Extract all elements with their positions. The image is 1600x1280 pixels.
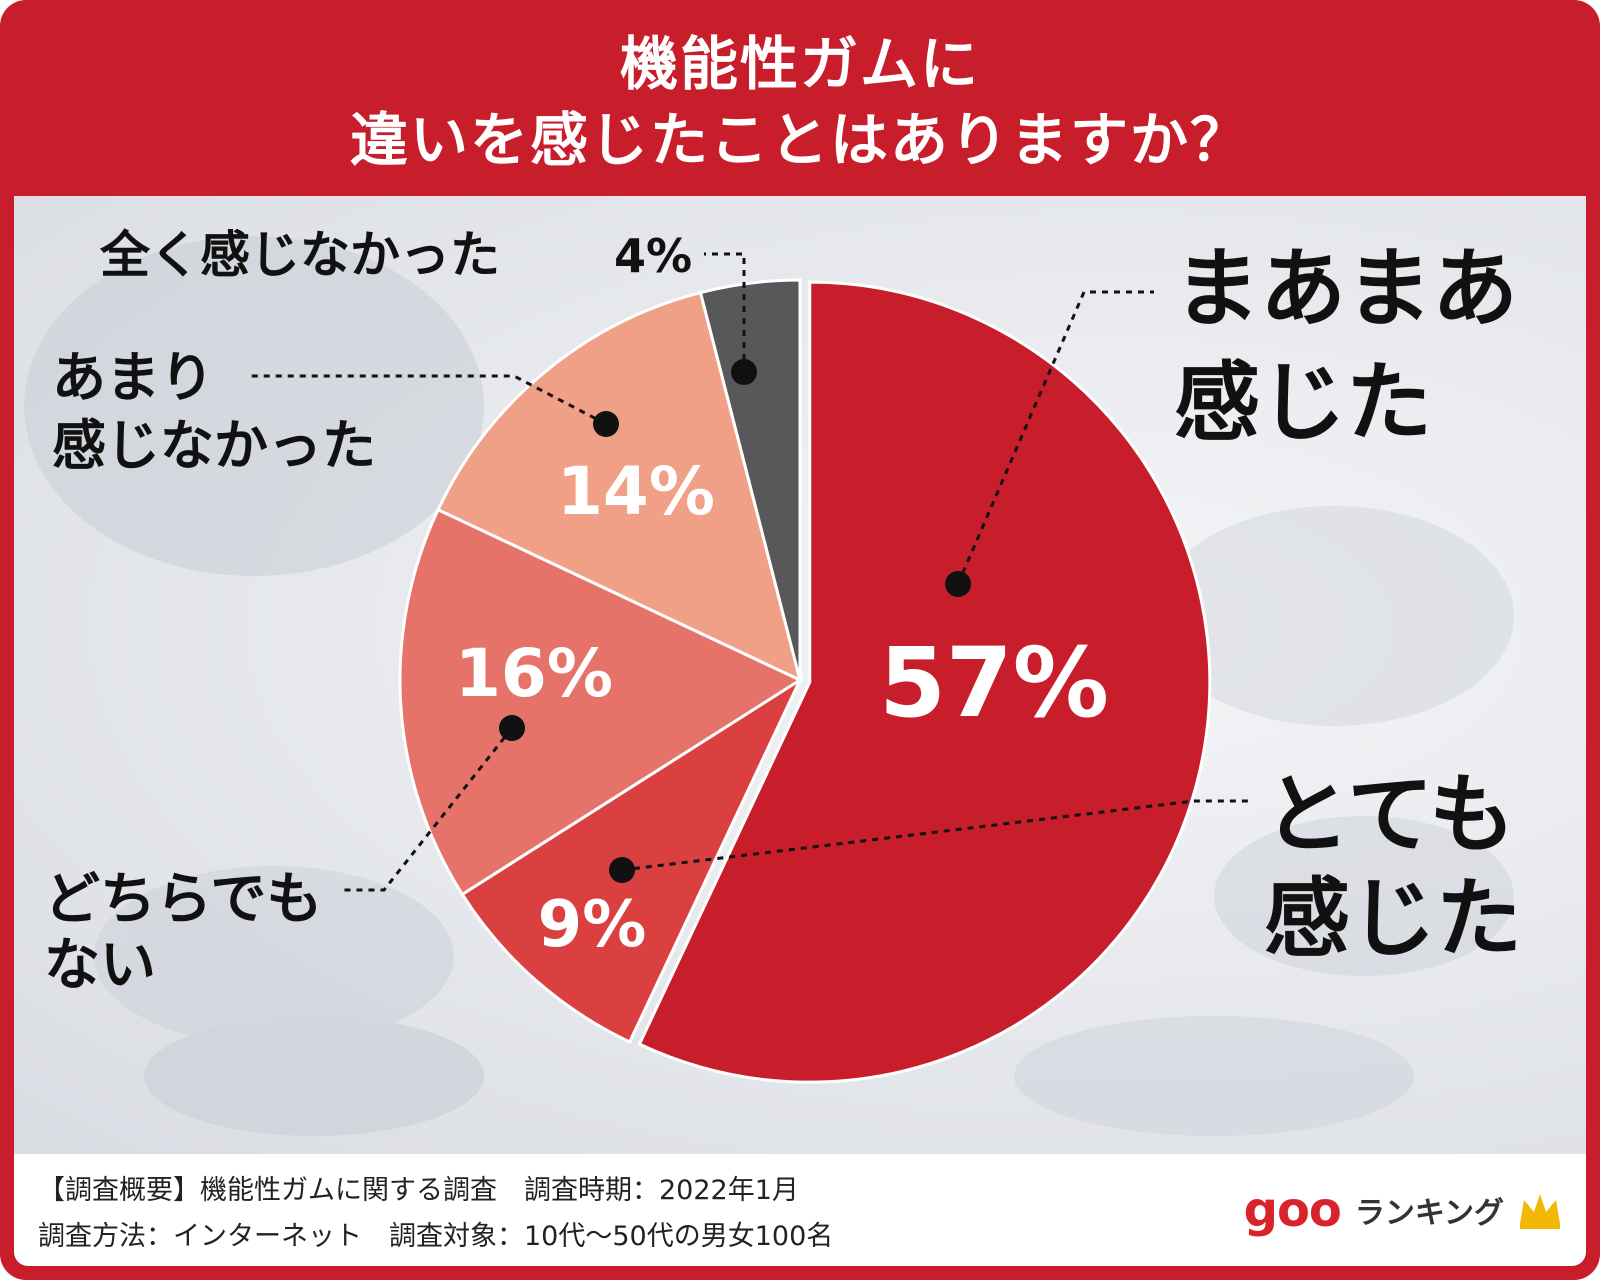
ranking-text: ランキング (1354, 1196, 1504, 1231)
crown-icon (1520, 1194, 1560, 1229)
goo-ranking-logo: goo ランキング (1244, 1180, 1564, 1240)
callout-totemo-line2: 感じた (1264, 869, 1522, 969)
callout-maamaa-line1: まあまあ (1174, 239, 1518, 339)
slice-mattaku (698, 278, 802, 681)
pie-chart: 57% 9% 16% 14% まあまあ 感じた とても 感じた どちらでも ない… (24, 226, 1522, 1136)
survey-footer: 【調査概要】機能性ガムに関する調査 調査時期：2022年1月 調査方法：インター… (14, 1154, 1586, 1266)
leader-maamaa (956, 290, 1154, 585)
slice-label-maamaa: 57% (879, 627, 1109, 739)
leader-totemo-dot (609, 857, 635, 883)
footer-summary-line: 【調査概要】機能性ガムに関する調査 調査時期：2022年1月 (38, 1175, 799, 1206)
leader-mattaku-dot (731, 359, 757, 385)
callout-maamaa-line2: 感じた (1174, 353, 1432, 453)
callout-dochira-line1: どちらでも (44, 867, 322, 932)
leader-maamaa-dot (945, 571, 971, 597)
slice-amari (436, 290, 803, 683)
callout-amari-line1: あまり (52, 346, 214, 409)
title-line-2: 違いを感じたことはありますか？ (349, 106, 1250, 174)
leader-lines (246, 252, 1252, 892)
slice-label-amari: 14% (557, 453, 715, 530)
background-decoration (24, 236, 1514, 1136)
callout-amari-line2: 感じなかった (52, 414, 376, 477)
callout-mattaku-text: 全く感じなかった (99, 226, 500, 284)
slice-maamaa (637, 280, 1212, 1084)
callout-dochira-line2: ない (44, 933, 156, 998)
slice-dochira (398, 507, 804, 897)
slice-label-dochira: 16% (455, 635, 613, 712)
chart-title: 機能性ガムに 違いを感じたことはありますか？ (0, 26, 1600, 178)
slice-label-totemo: 9% (538, 888, 647, 962)
leader-mattaku (704, 252, 746, 372)
leader-totemo (621, 799, 1252, 872)
leader-dochira (344, 727, 514, 892)
leader-dochira-dot (499, 715, 525, 741)
leader-amari-dot (593, 411, 619, 437)
callout-mattaku-pct: 4% (614, 229, 692, 283)
footer-method-line: 調査方法：インターネット 調査対象：10代〜50代の男女100名 (38, 1221, 834, 1252)
title-line-1: 機能性ガムに (619, 30, 980, 98)
callout-totemo-line1: とても (1264, 765, 1515, 865)
goo-logo: goo (1243, 1182, 1342, 1238)
plot-panel: 57% 9% 16% 14% まあまあ 感じた とても 感じた どちらでも ない… (14, 196, 1586, 1154)
